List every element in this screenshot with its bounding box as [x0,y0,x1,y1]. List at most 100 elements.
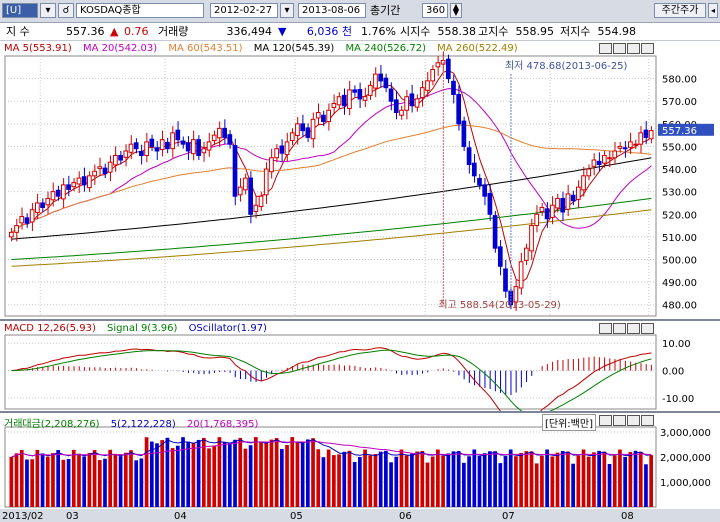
volume-bar [467,456,471,507]
volume-bar [264,442,269,507]
volume-bar [358,456,362,507]
dropdown-button[interactable]: ▾ [40,3,56,18]
volume-bar [534,463,539,507]
weekly-price-button[interactable]: 주간주가 [654,3,706,18]
candle-body [617,145,623,149]
volume-bar [384,450,388,507]
panel-menu-icon[interactable] [613,323,626,334]
toolbar-scroll-arrow[interactable]: ◂ [708,3,718,18]
panel-menu-icon[interactable] [613,43,626,54]
candle-body [102,167,108,175]
candle-body [362,96,368,101]
volume-bar [279,448,284,507]
candle-body [19,216,25,224]
panel-maximize-icon[interactable] [627,415,640,426]
volume-bar [456,451,461,507]
candle-body [76,177,82,185]
candle-body [71,182,77,188]
quote-label: 지 수 [6,25,30,38]
market-code[interactable]: [U] [2,3,38,18]
volume-bar [248,445,253,507]
date-from-field[interactable]: 2012-02-27 [210,3,278,18]
date-to-field[interactable]: 2013-08-06 [298,3,366,18]
candle-body [55,189,61,197]
candle-body [14,225,19,233]
candle-body [586,168,592,177]
candle-body [414,98,420,108]
panel-close-icon[interactable] [599,43,612,54]
volume-bar [540,455,544,507]
volume-bar [165,437,170,507]
panel-x-icon[interactable] [641,415,654,426]
candle-body [222,127,227,138]
volume-value: 336,494 [226,25,273,38]
current-price-box [658,123,714,136]
up-arrow-icon: ▲ [110,25,119,38]
price-chart[interactable]: 580.00570.00560.00550.00540.00530.00520.… [0,41,720,319]
legend-signal: Signal 9(3.96) [107,323,178,334]
candle-body [357,88,363,100]
candle-body [232,145,238,197]
candle-body [9,231,14,238]
panel-close-icon[interactable] [599,323,612,334]
volume-panel: 거래대금(2,208,276) 5(2,122,228) 20(1,768,39… [0,413,720,509]
legend-macd: MACD 12,26(5.93) [4,323,96,334]
search-icon[interactable]: ☌ [58,3,74,18]
volume-bar [196,439,201,507]
volume-bar [92,450,97,507]
volume-bar [472,449,477,507]
volume-bar [77,453,81,507]
volume-bar [347,450,352,507]
candle-body [159,139,165,151]
volume-bar [462,462,466,507]
volume-bar [113,453,118,507]
x-axis-bg [0,509,720,522]
volume-bar [420,450,425,507]
date-from-dropdown[interactable]: ▾ [280,3,294,18]
candle-body [258,195,264,208]
legend-ma120: MA 120(545.39) [253,43,335,54]
volume-bar [597,450,601,507]
panel-maximize-icon[interactable] [627,323,640,334]
volume-chart[interactable]: 3,000,000 2,000,000 1,000,000 [0,413,720,509]
volume-bar [139,458,144,507]
volume-percent: 1.76% [361,25,396,38]
volume-bar [628,452,633,507]
candle-body [341,94,347,107]
macd-legend: MACD 12,26(5.93) Signal 9(3.96) OScillat… [4,323,275,334]
volume-bar [529,451,534,507]
volume-bar [503,456,508,507]
candle-body [534,213,540,227]
candle-body [87,175,92,189]
volume-tick-label: 1,000,000 [660,478,711,489]
panel-menu-icon[interactable] [613,415,626,426]
panel-divider[interactable] [0,319,720,321]
period-input[interactable]: 360 [422,3,448,18]
volume-bar [545,449,549,507]
panel-divider[interactable] [0,411,720,413]
candle-body [373,73,378,89]
candle-body [66,184,71,190]
panel-x-icon[interactable] [641,43,654,54]
volume-bar [311,438,315,507]
panel-maximize-icon[interactable] [627,43,640,54]
panel-close-icon[interactable] [599,415,612,426]
volume-bar [560,451,565,507]
candle-body [570,194,576,202]
period-stepper[interactable]: ▲ ▼ [450,3,462,18]
volume-bar [207,448,211,507]
candle-body [601,154,607,164]
stock-name-field[interactable]: KOSDAQ종합 [76,3,204,18]
panel-x-icon[interactable] [641,323,654,334]
macd-chart[interactable]: 10.00 0.00 -10.00 [0,321,720,430]
x-tick-label: 04 [174,511,187,522]
candle-body [638,132,644,145]
volume-bar [191,443,196,507]
volume-bar [134,460,139,507]
candle-body [144,141,149,156]
volume-bar [363,449,367,507]
candle-body [399,109,404,116]
macd-tick-label: -10.00 [662,394,694,405]
volume-bar [274,438,279,507]
volume-bar [368,455,373,507]
